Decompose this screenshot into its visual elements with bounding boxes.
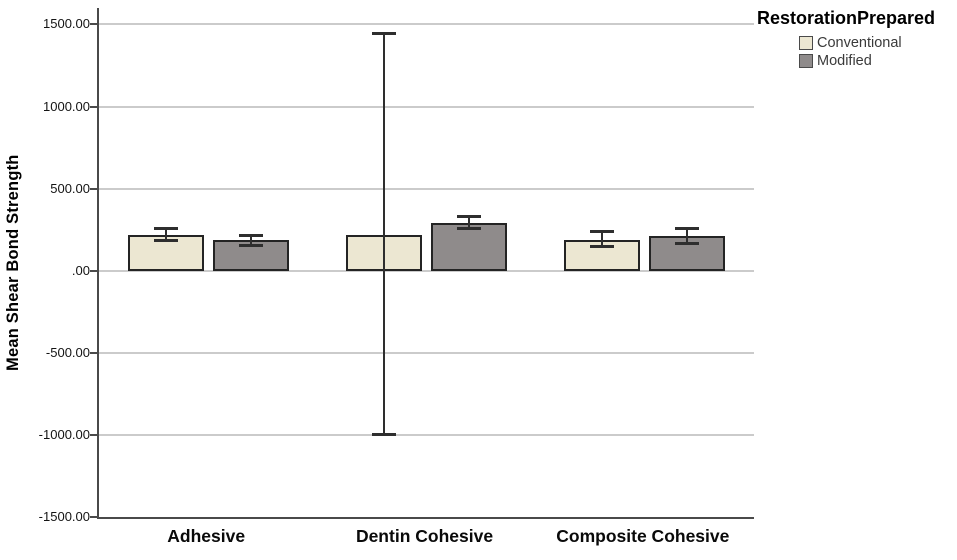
y-tick-mark xyxy=(90,516,98,518)
gridline-1500 xyxy=(99,23,754,26)
error-bar-line xyxy=(164,228,167,242)
y-tick-label: 500.00 xyxy=(50,180,90,196)
x-category-label: Composite Cohesive xyxy=(556,526,730,546)
gridline--500 xyxy=(99,351,754,354)
gridline--1000 xyxy=(99,433,754,436)
error-bar-cap-top xyxy=(153,227,178,231)
x-category-label: Adhesive xyxy=(167,526,246,546)
error-bar-line xyxy=(601,231,604,247)
y-tick-label: -500.00 xyxy=(45,344,90,360)
legend-swatch-conventional xyxy=(799,36,813,50)
bar-modified-2 xyxy=(431,223,507,271)
y-tick-mark xyxy=(90,269,98,272)
plot-area xyxy=(90,8,754,519)
error-bar-cap-top xyxy=(675,227,700,231)
bar-conventional-1 xyxy=(127,234,204,271)
error-bar-line xyxy=(468,215,470,229)
error-bar-line xyxy=(249,234,252,247)
legend-label: Modified xyxy=(817,53,872,69)
y-tick-label: -1000.00 xyxy=(38,426,90,442)
error-bar-cap-top xyxy=(590,230,615,234)
y-tick-label: 1000.00 xyxy=(43,98,90,114)
legend-swatch-modified xyxy=(799,54,813,68)
y-tick-mark xyxy=(90,23,98,26)
y-tick-label: -1500.00 xyxy=(38,509,90,524)
error-bar-cap-bottom xyxy=(457,226,481,230)
legend-items: Conventional Modified xyxy=(757,34,957,70)
error-bar-line xyxy=(383,32,385,435)
gridline-0 xyxy=(99,269,754,272)
y-tick-mark xyxy=(90,351,98,354)
legend-title: RestorationPrepared xyxy=(757,8,936,28)
y-tick-mark xyxy=(90,433,98,436)
x-category-label: Dentin Cohesive xyxy=(355,526,494,546)
legend: RestorationPrepared Conventional Modified xyxy=(757,8,957,70)
legend-item-modified: Modified xyxy=(799,52,957,70)
error-bar-line xyxy=(686,228,689,244)
legend-item-conventional: Conventional xyxy=(799,34,957,52)
y-tick-mark xyxy=(90,187,98,190)
gridline-500 xyxy=(99,187,754,190)
error-bar-cap-bottom xyxy=(590,244,615,248)
legend-label: Conventional xyxy=(817,35,902,51)
error-bar-cap-bottom xyxy=(153,239,178,243)
error-bar-cap-top xyxy=(457,214,481,218)
error-bar-cap-top xyxy=(238,233,263,237)
error-bar-cap-bottom xyxy=(372,432,396,436)
gridline-1000 xyxy=(99,105,754,108)
y-tick-label: .00 xyxy=(71,262,90,278)
y-tick-mark xyxy=(90,105,98,108)
y-tick-label: 1500.00 xyxy=(43,16,90,32)
error-bar-cap-bottom xyxy=(675,241,700,245)
error-bar-cap-bottom xyxy=(238,244,263,248)
error-bar-cap-top xyxy=(372,31,396,35)
